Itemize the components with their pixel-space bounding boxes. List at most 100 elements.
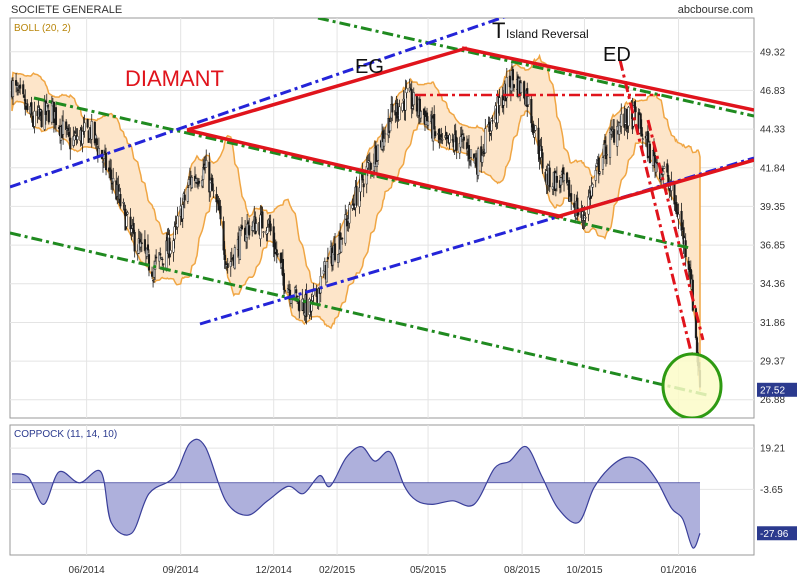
- candle-body: [654, 162, 658, 173]
- candle-body: [125, 215, 128, 227]
- candle-body: [384, 133, 387, 135]
- x-tick-label: 02/2015: [319, 565, 356, 576]
- green-mid-channel-line: [33, 96, 691, 250]
- candle-body: [262, 231, 265, 233]
- candle-body: [109, 167, 112, 170]
- candle-body: [412, 92, 415, 106]
- candle-body: [26, 103, 29, 110]
- candle-body: [172, 240, 175, 253]
- candle-body: [548, 167, 551, 188]
- candle-body: [433, 114, 436, 130]
- candle-body: [695, 337, 698, 354]
- candle-body: [573, 202, 576, 208]
- candle-body: [45, 103, 48, 112]
- candle-body: [74, 131, 77, 133]
- candle-body: [398, 106, 401, 121]
- candle-body: [31, 116, 34, 123]
- candle-body: [279, 252, 282, 264]
- candle-body: [502, 99, 505, 106]
- candle-body: [159, 253, 162, 256]
- candle-body: [219, 205, 222, 220]
- candle-body: [348, 204, 351, 224]
- candle-body: [205, 160, 208, 168]
- candle-body: [201, 180, 204, 187]
- candle-body: [369, 162, 372, 170]
- candle-body: [505, 77, 508, 99]
- candle-body: [110, 169, 113, 180]
- candle-body: [462, 136, 465, 141]
- candle-body: [491, 120, 494, 122]
- candle-body: [233, 247, 236, 269]
- candle-body: [224, 261, 227, 265]
- candle-body: [15, 80, 18, 86]
- candle-body: [302, 301, 305, 312]
- candle-body: [537, 127, 540, 155]
- coppock-label: COPPOCK (11, 14, 10): [14, 429, 117, 440]
- candle-body: [151, 271, 154, 277]
- candle-body: [359, 172, 362, 193]
- candle-body: [396, 102, 399, 119]
- candle-body: [477, 148, 480, 176]
- last-price-label: 27.52: [760, 385, 785, 396]
- candle-body: [282, 273, 285, 290]
- candle-body: [153, 268, 156, 278]
- candle-body: [183, 194, 186, 201]
- candle-body: [602, 144, 605, 157]
- candle-body: [269, 223, 272, 232]
- candlesticks: [10, 60, 702, 388]
- candle-body: [666, 163, 669, 173]
- candle-body: [266, 227, 269, 234]
- candle-body: [30, 102, 33, 115]
- annotation-eg: EG: [355, 56, 384, 78]
- candle-body: [419, 111, 422, 119]
- candle-body: [62, 120, 65, 135]
- coppock-y-axis: 19.21 -3.65: [760, 444, 785, 496]
- candle-body: [680, 210, 683, 231]
- candle-body: [162, 263, 165, 265]
- candle-body: [365, 166, 368, 185]
- candle-body: [226, 263, 229, 268]
- candle-body: [362, 183, 365, 188]
- candle-body: [438, 128, 441, 140]
- candle-body: [405, 88, 408, 94]
- candle-body: [355, 185, 358, 206]
- candle-body: [209, 179, 212, 192]
- candle-body: [375, 161, 379, 168]
- candle-body: [311, 296, 314, 301]
- candle-body: [101, 160, 105, 163]
- low-highlight-circle: [661, 352, 723, 418]
- candle-body: [352, 203, 355, 206]
- candle-body: [455, 137, 458, 151]
- candle-body: [490, 118, 493, 132]
- candle-body: [440, 134, 443, 138]
- candle-body: [90, 121, 93, 140]
- candle-body: [310, 300, 313, 312]
- candle-body: [441, 139, 444, 141]
- candle-body: [439, 138, 442, 140]
- candle-body: [255, 223, 258, 232]
- candle-body: [95, 138, 98, 146]
- candle-body: [533, 132, 536, 138]
- candle-body: [212, 189, 215, 192]
- candle-body: [17, 89, 20, 91]
- candle-body: [415, 93, 418, 112]
- candle-body: [468, 160, 472, 163]
- candle-body: [240, 225, 244, 230]
- candle-body: [604, 146, 607, 160]
- candle-body: [76, 136, 79, 140]
- candle-body: [562, 173, 566, 182]
- candle-body: [576, 197, 579, 216]
- diamond-bottom-left-line: [186, 128, 564, 219]
- candle-body: [276, 253, 279, 255]
- candle-body: [353, 208, 356, 211]
- candle-body: [391, 103, 394, 113]
- candle-body: [111, 182, 114, 185]
- candle-body: [587, 196, 590, 215]
- candle-body: [246, 223, 249, 239]
- candle-body: [383, 138, 386, 147]
- candle-body: [194, 178, 198, 183]
- candle-body: [222, 221, 225, 251]
- candle-body: [187, 179, 190, 186]
- candle-body: [181, 204, 184, 219]
- candle-body: [119, 194, 122, 207]
